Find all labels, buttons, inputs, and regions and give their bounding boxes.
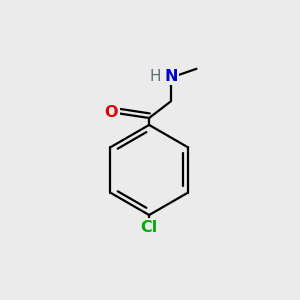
Text: N: N xyxy=(164,69,178,84)
Text: Cl: Cl xyxy=(140,220,158,235)
Text: O: O xyxy=(104,105,118,120)
Text: H: H xyxy=(150,69,161,84)
